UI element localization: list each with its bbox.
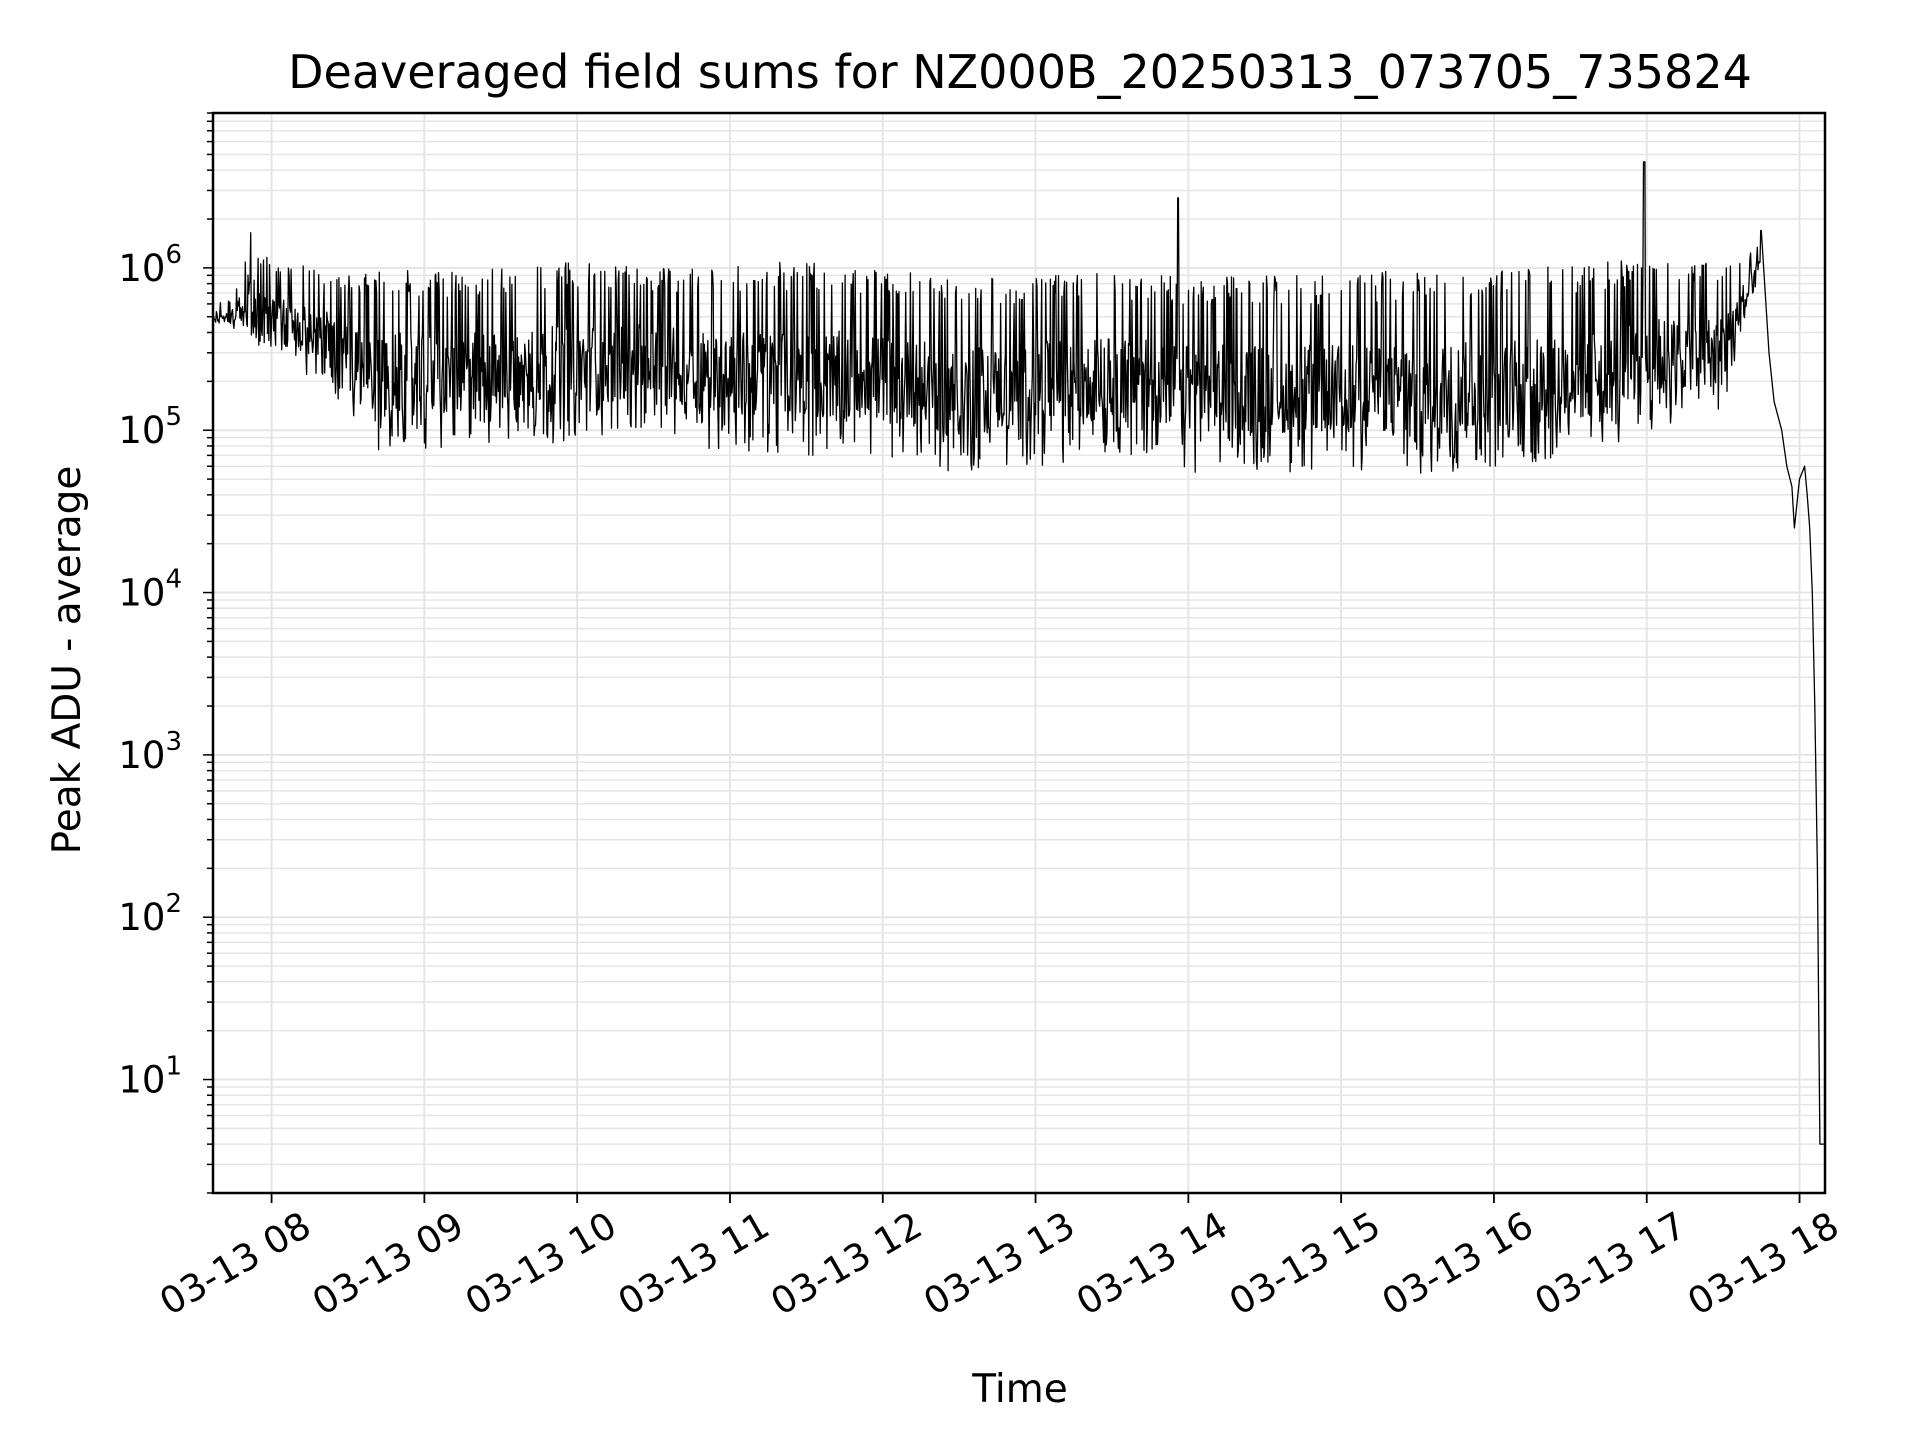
grid <box>213 112 1825 1194</box>
series-line <box>212 161 1825 1145</box>
chart-title: Deaveraged field sums for NZ000B_2025031… <box>288 45 1752 99</box>
y-tick-label: 104 <box>118 565 182 615</box>
plot-area <box>212 161 1825 1145</box>
y-tick-label: 102 <box>118 889 182 939</box>
x-axis-label: Time <box>971 1367 1067 1412</box>
y-tick-label: 106 <box>118 240 182 290</box>
y-tick-label: 103 <box>118 727 182 777</box>
y-tick-label: 101 <box>118 1052 182 1102</box>
y-axis-label: Peak ADU - average <box>45 466 90 855</box>
y-tick-label: 105 <box>118 402 182 452</box>
plot-frame <box>211 111 1827 1195</box>
y-axis: 101 102 103 104 105 106 <box>118 112 213 1194</box>
